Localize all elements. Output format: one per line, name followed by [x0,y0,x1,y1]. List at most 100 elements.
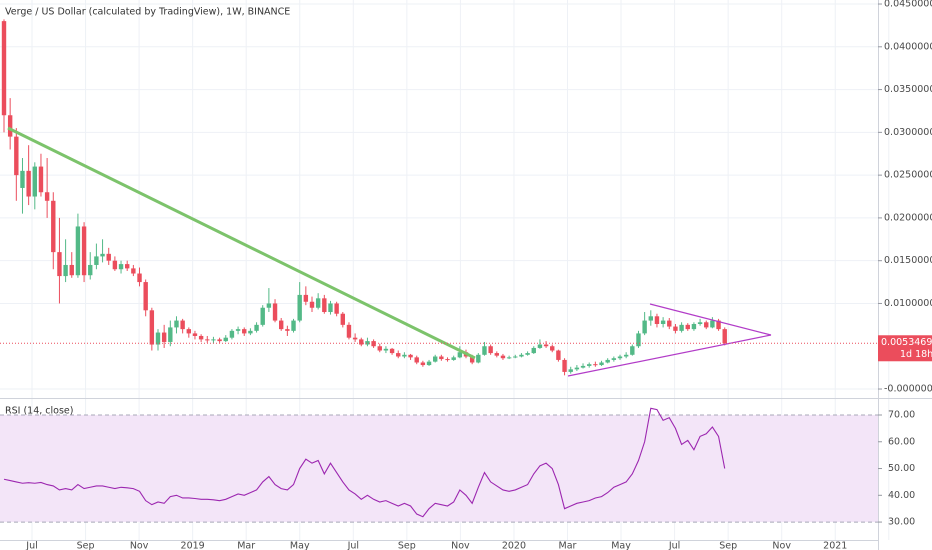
candle-body [155,332,161,345]
candle-body [623,354,629,357]
candle-body [580,365,586,368]
last-price-box [878,335,932,362]
candle-body [186,329,191,334]
candle-body [519,354,524,357]
candle-body [488,346,493,354]
candle-body [420,362,426,366]
x-tick-label: May [611,541,631,550]
candle-body [334,303,339,314]
candle-body [457,352,463,358]
triangle-upper [649,303,772,336]
candle-body [75,226,81,276]
candle-body [88,264,93,276]
y-tick-label: 0.04500000 [884,0,932,10]
candle-body [642,320,647,334]
candle-body [630,346,635,355]
candle-body [211,339,216,341]
candle-body [704,322,709,328]
candle-body [279,320,284,330]
candle-body [371,341,376,347]
candle-body [291,320,296,331]
candle-body [100,253,105,257]
candle-body [611,358,617,360]
y-tick-label: 0.01500000 [884,255,932,266]
rsi-tick-label: 30.00 [888,517,915,528]
candle-body [297,294,302,321]
candle-body [266,303,272,308]
candle-body [7,115,13,137]
candle-body [131,268,136,274]
candle-body [217,339,222,342]
candle-body [248,330,253,334]
rsi-band [0,414,878,523]
candle-body [377,346,382,351]
y-tick-label: 0.01000000 [884,298,932,309]
y-tick-label: -0.00000000 [884,384,932,395]
x-tick-label: Sep [77,541,95,550]
chart-title: Verge / US Dollar (calculated by Trading… [5,7,290,18]
candle-body [180,320,185,330]
candle-body [359,339,364,345]
trend-line [7,126,476,360]
candle-body [722,329,727,344]
candle-body [414,357,419,363]
y-tick-label: 0.03500000 [884,84,932,95]
x-tick-label: Jul [347,541,359,550]
rsi-tick-label: 50.00 [888,463,915,474]
candle-body [562,359,567,372]
candle-body [710,320,715,328]
candle-body [223,337,228,342]
candle-body [112,260,118,270]
y-tick-label: 0.04000000 [884,41,932,52]
candle-body [315,298,321,308]
candle-body [174,320,179,328]
candle-body [260,307,265,325]
candle-body [346,324,352,338]
candle-body [513,356,518,358]
candle-body [568,369,573,372]
candle-body [531,347,536,354]
candle-body [654,316,660,324]
rsi-pane [0,414,878,523]
candle-body [149,310,155,345]
candle-body [389,348,395,354]
candle-body [439,356,444,360]
candle-body [426,361,432,366]
candle-body [322,298,327,313]
candle-body [648,316,653,321]
candle-body [506,357,512,359]
candle-body [494,353,499,356]
time-axis: Jul Sep Nov 2019 Mar May Jul Sep Nov 2020 Mar May Ju… [25,541,847,550]
rsi-tick-label: 60.00 [888,436,915,447]
candle-body [599,362,604,366]
candle-body [383,348,389,351]
y-tick-label: 0.02000000 [884,212,932,223]
candle-body [543,344,549,347]
x-tick-label: Sep [719,541,737,550]
rsi-label: RSI (14, close) [5,406,73,417]
candle-body [587,364,592,366]
candle-body [574,367,580,370]
candle-body [469,356,475,363]
candle-body [328,303,333,313]
candle-body [44,192,50,201]
candle-body [254,324,259,331]
candle-body [679,324,684,331]
candle-body [118,264,124,270]
candle-body [525,353,530,355]
candle-body [408,354,413,358]
last-price-label: 0.00534699 [881,337,932,348]
candle-body [685,324,690,330]
candle-body [673,326,678,331]
candle-body [500,355,506,359]
x-tick-label: 2021 [823,541,847,550]
x-tick-label: Nov [130,541,149,550]
candle-body [168,327,173,342]
candle-body [402,354,407,357]
candle-body [69,264,74,276]
candle-body [161,332,167,342]
candle-body [229,330,235,338]
candle-body [660,320,666,324]
candle-body [81,226,87,276]
candle-body [340,313,345,325]
